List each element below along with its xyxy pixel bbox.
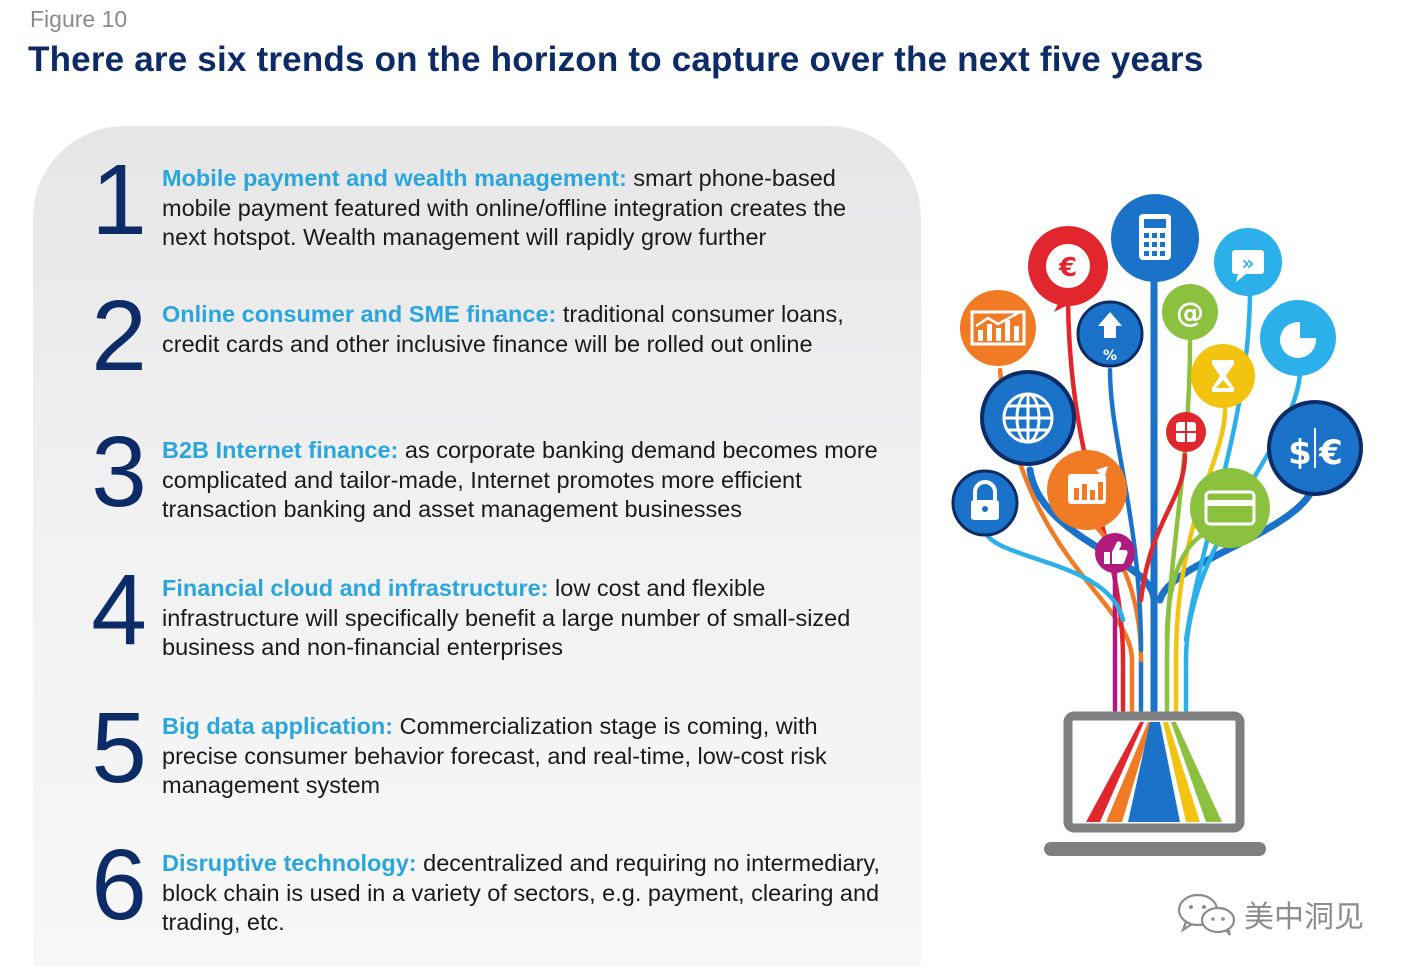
trend-body: decentralized and requiring no intermedi… [162,850,880,935]
trend-item: 1 Mobile payment and wealth management: … [86,150,916,289]
trend-description: Mobile payment and wealth management: sm… [162,164,897,253]
watermark: 美中洞见 [1176,892,1364,936]
bar-chart-icon [960,290,1036,366]
trend-description: Disruptive technology: decentralized and… [162,849,897,938]
trend-description: Online consumer and SME finance: traditi… [162,300,897,359]
trend-body: traditional consumer loans, credit cards… [162,301,844,357]
globe-icon [980,370,1076,466]
calculator-icon [1111,194,1199,282]
lock-icon [951,469,1019,537]
chevrons-icon: » [1214,228,1282,296]
credit-card-icon [1190,468,1270,548]
trend-number: 1 [91,144,147,256]
trend-heading: Financial cloud and infrastructure: [162,575,549,601]
trend-description: Financial cloud and infrastructure: low … [162,574,897,663]
trend-description: Big data application: Commercialization … [162,712,897,801]
at-sign-icon: @ [1162,284,1218,340]
svg-text:€: € [1318,433,1343,473]
trend-body: smart phone-based mobile payment feature… [162,165,847,250]
pie-chart-icon [1260,300,1336,376]
trend-number: 5 [91,692,147,804]
watermark-text: 美中洞见 [1244,900,1364,935]
trend-body: Commercialization stage is coming, with … [162,713,827,798]
trend-heading: B2B Internet finance: [162,437,399,463]
fintech-tree-illustration: € » % @ [951,194,1363,856]
svg-text:»: » [1242,251,1255,275]
trends-panel [33,126,921,966]
trend-body: as corporate banking demand becomes more… [162,437,878,522]
euro-icon: € [1028,226,1108,312]
trend-heading: Mobile payment and wealth management: [162,165,627,191]
trend-body: low cost and flexible infrastructure wil… [162,575,851,660]
chip-card-icon [1166,412,1206,452]
column-chart-icon [1047,450,1127,530]
svg-text:$: $ [1288,433,1312,473]
svg-text:@: @ [1176,296,1204,329]
trend-heading: Disruptive technology: [162,850,417,876]
trend-item: 5 Big data application: Commercializatio… [86,698,916,837]
laptop-icon [1044,711,1266,856]
trend-item: 2 Online consumer and SME finance: tradi… [86,286,916,425]
svg-text:€: € [1058,253,1077,283]
page-title: There are six trends on the horizon to c… [28,40,1204,79]
dollar-euro-icon: $ € [1267,400,1363,496]
trend-item: 3 B2B Internet finance: as corporate ban… [86,422,916,561]
trend-heading: Online consumer and SME finance: [162,301,557,327]
trend-item: 4 Financial cloud and infrastructure: lo… [86,560,916,699]
wechat-icon [1177,893,1236,936]
trend-number: 2 [91,280,147,392]
trend-number: 3 [91,416,147,528]
percent-up-icon: % [1076,300,1144,368]
trend-number: 6 [91,829,147,941]
hourglass-icon [1191,344,1255,408]
trend-heading: Big data application: [162,713,394,739]
trend-number: 4 [91,554,147,666]
figure-label: Figure 10 [30,6,128,32]
thumbs-up-icon [1095,533,1135,573]
trend-item: 6 Disruptive technology: decentralized a… [86,835,916,974]
svg-text:%: % [1103,348,1117,364]
trend-description: B2B Internet finance: as corporate banki… [162,436,897,525]
